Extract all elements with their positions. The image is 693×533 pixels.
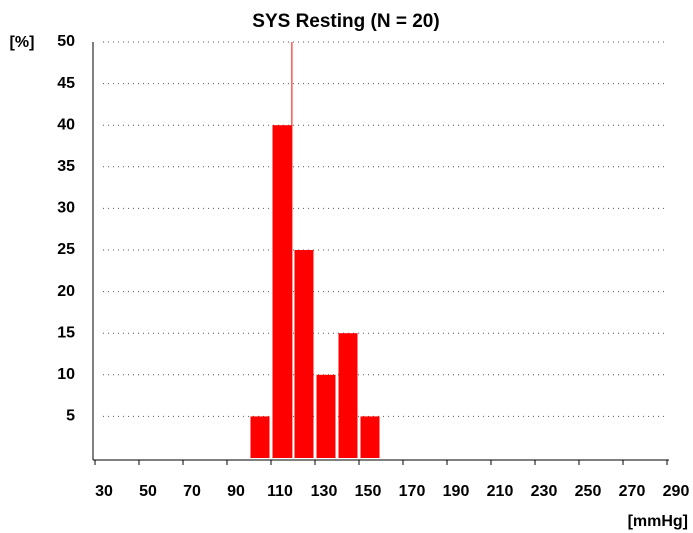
y-axis-label: [%]: [10, 34, 35, 51]
y-tick-label: 5: [66, 408, 75, 425]
x-tick-label: 130: [311, 483, 338, 500]
x-tick-label: 50: [139, 483, 157, 500]
y-tick-label: 25: [57, 241, 75, 258]
bar: [338, 333, 358, 458]
y-tick-label: 35: [57, 158, 75, 175]
y-tick-label: 40: [57, 116, 75, 133]
x-tick-label: 150: [355, 483, 382, 500]
x-tick-label: 230: [531, 483, 558, 500]
y-tick-label: 50: [57, 33, 75, 50]
x-tick-label: 250: [575, 483, 602, 500]
x-tick-label: 30: [95, 483, 113, 500]
x-tick-label: 170: [399, 483, 426, 500]
x-tick-label: 210: [487, 483, 514, 500]
bar: [316, 374, 336, 458]
y-tick-label: 30: [57, 200, 75, 217]
x-tick-label: 290: [663, 483, 690, 500]
x-tick-label: 270: [619, 483, 646, 500]
bar: [250, 416, 270, 458]
y-tick-label: 15: [57, 324, 75, 341]
chart-title: SYS Resting (N = 20): [252, 11, 439, 32]
x-tick-label: 110: [267, 483, 293, 500]
y-tick-label: 20: [57, 283, 75, 300]
x-tick-label: 90: [227, 483, 245, 500]
bar: [272, 125, 292, 458]
bar: [294, 250, 314, 458]
y-tick-label: 10: [57, 366, 75, 383]
x-tick-label: 190: [443, 483, 470, 500]
x-axis-label: [mmHg]: [628, 513, 688, 530]
x-tick-label: 70: [183, 483, 201, 500]
bar: [360, 416, 380, 458]
y-tick-label: 45: [57, 75, 75, 92]
